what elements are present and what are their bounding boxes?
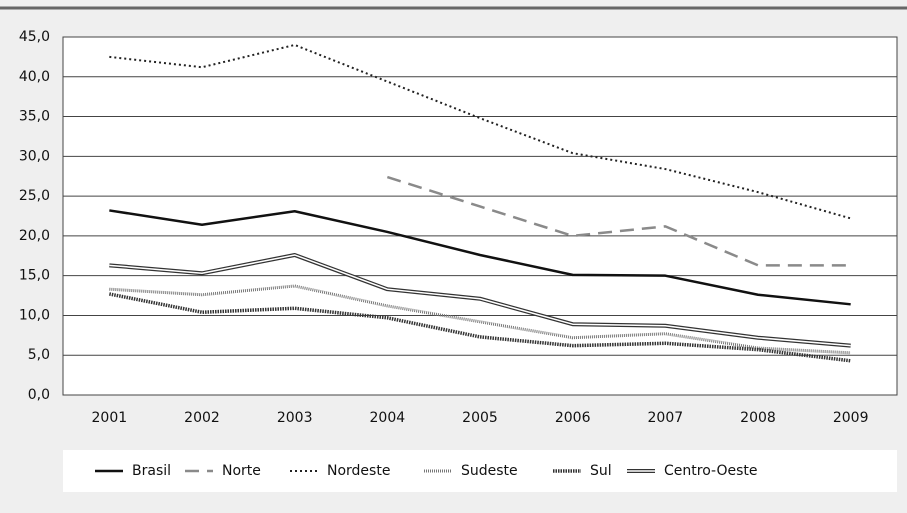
y-tick-label: 45,0 xyxy=(19,29,50,45)
plot-area xyxy=(62,36,898,396)
series-line xyxy=(109,209,851,306)
legend-label: Norte xyxy=(222,463,261,479)
series-line xyxy=(386,175,851,267)
x-tick-label: 2005 xyxy=(462,410,498,426)
series-line xyxy=(109,284,851,355)
y-tick-label: 15,0 xyxy=(19,268,50,284)
series-line xyxy=(109,43,851,220)
legend-box xyxy=(63,450,897,492)
y-tick-label: 5,0 xyxy=(28,347,50,363)
y-tick-label: 10,0 xyxy=(19,307,50,323)
x-tick-label: 2002 xyxy=(184,410,220,426)
y-tick-label: 25,0 xyxy=(19,188,50,204)
x-tick-label: 2009 xyxy=(833,410,869,426)
series-line xyxy=(108,292,851,363)
x-tick-label: 2007 xyxy=(648,410,684,426)
legend-label: Sudeste xyxy=(461,463,518,479)
legend-label: Sul xyxy=(590,463,612,479)
y-tick-label: 30,0 xyxy=(19,148,50,164)
legend-label: Centro-Oeste xyxy=(664,463,758,479)
y-tick-label: 20,0 xyxy=(19,228,50,244)
x-tick-label: 2004 xyxy=(370,410,406,426)
y-tick-label: 40,0 xyxy=(19,69,50,85)
legend-label: Brasil xyxy=(132,463,171,479)
y-tick-label: 35,0 xyxy=(19,109,50,125)
x-tick-label: 2008 xyxy=(740,410,776,426)
series-line-inner xyxy=(109,254,851,347)
x-tick-label: 2003 xyxy=(277,410,313,426)
x-tick-label: 2001 xyxy=(92,410,128,426)
y-tick-label: 0,0 xyxy=(28,387,50,403)
legend-label: Nordeste xyxy=(327,463,390,479)
x-tick-label: 2006 xyxy=(555,410,591,426)
